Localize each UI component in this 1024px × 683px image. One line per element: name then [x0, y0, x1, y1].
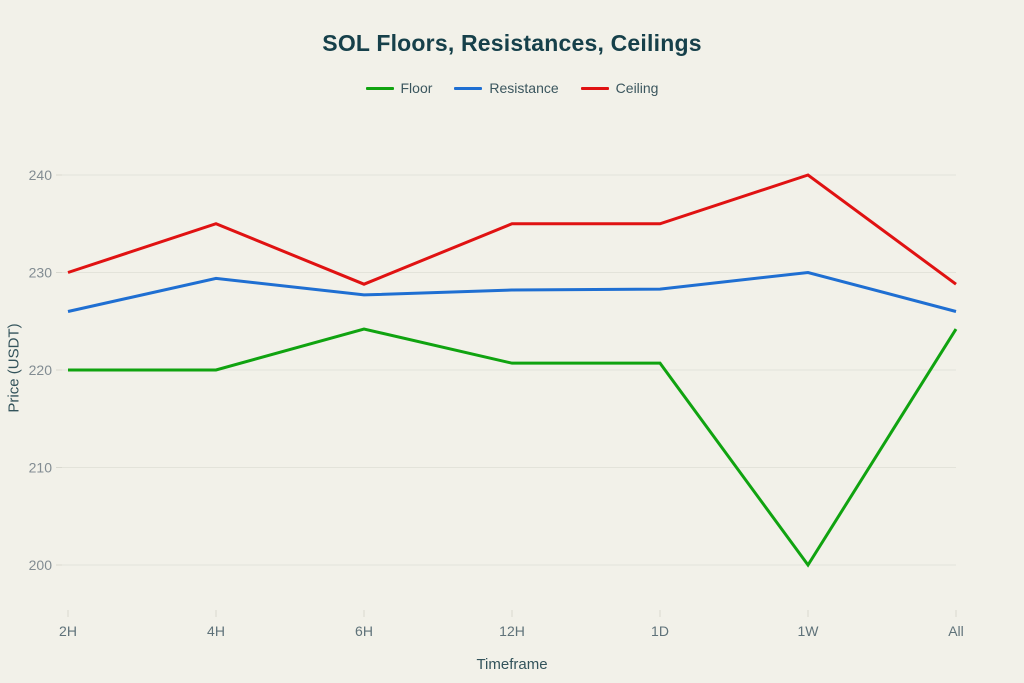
x-tick-label-1D: 1D: [651, 623, 669, 639]
x-tick-label-12H: 12H: [499, 623, 525, 639]
y-tick-label: 230: [29, 265, 53, 281]
series-line-resistance[interactable]: [67, 270, 957, 313]
x-tick-label-2H: 2H: [59, 623, 77, 639]
legend-label-ceiling: Ceiling: [615, 80, 659, 96]
y-tick-label: 210: [29, 460, 53, 476]
y-tick-label: 220: [29, 362, 53, 378]
legend-item-floor[interactable]: Floor: [365, 80, 433, 96]
series-line-ceiling[interactable]: [67, 173, 957, 286]
x-tick-label-All: All: [948, 623, 964, 639]
ceiling-line-swatch-icon: [580, 86, 609, 90]
series-line-floor[interactable]: [68, 327, 958, 568]
chart-legend: Floor Resistance Ceiling: [0, 80, 1024, 96]
legend-label-resistance: Resistance: [489, 80, 559, 96]
y-tick-label: 200: [29, 557, 53, 573]
resistance-line-swatch-icon: [454, 86, 483, 90]
y-axis-title: Price (USDT): [5, 323, 23, 413]
legend-label-floor: Floor: [400, 80, 433, 96]
x-tick-label-4H: 4H: [207, 623, 225, 639]
y-tick-label: 240: [29, 167, 53, 183]
x-tick-label-1W: 1W: [798, 623, 820, 639]
legend-item-ceiling[interactable]: Ceiling: [580, 80, 659, 96]
x-tick-label-6H: 6H: [355, 623, 373, 639]
legend-item-resistance[interactable]: Resistance: [454, 80, 559, 96]
x-axis-title: Timeframe: [476, 656, 548, 673]
chart-title: SOL Floors, Resistances, Ceilings: [322, 30, 702, 56]
floor-line-swatch-icon: [365, 86, 394, 90]
